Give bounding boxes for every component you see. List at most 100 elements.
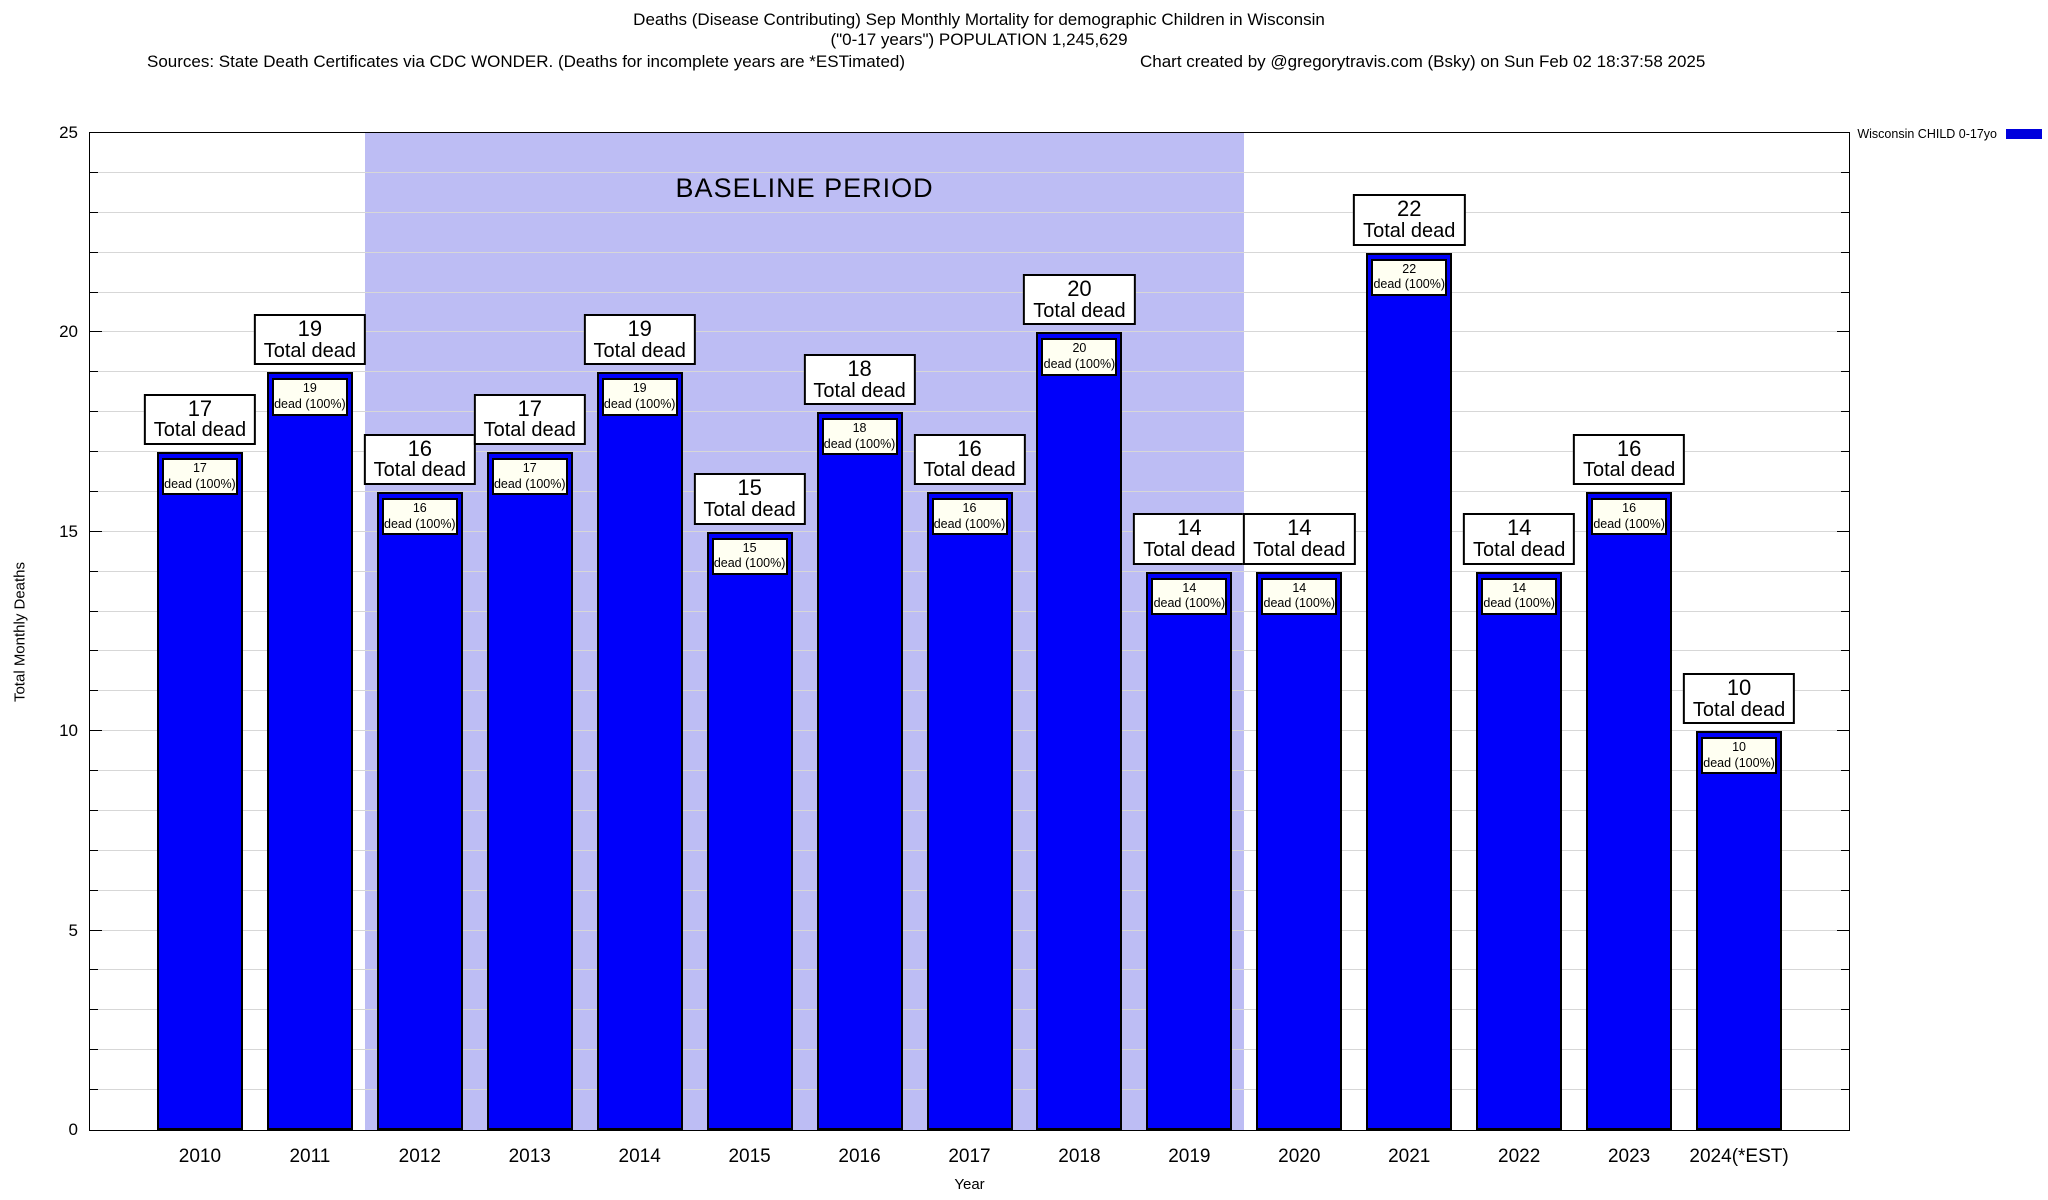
bar: 15 dead (100%): [706, 531, 793, 1130]
bar-top-value: 19: [627, 315, 652, 341]
bar: 16 dead (100%): [926, 491, 1013, 1130]
bar-inner-label: 19 dead (100%): [601, 378, 678, 416]
y-axis-tick: [1841, 1049, 1849, 1051]
y-axis-tick: [1841, 690, 1849, 692]
y-axis-tick: [1837, 331, 1849, 333]
bar: 17 dead (100%): [486, 452, 573, 1130]
baseline-period-label: BASELINE PERIOD: [675, 173, 934, 203]
y-tick-label: 20: [59, 322, 78, 342]
x-tick-label: 2018: [1058, 1146, 1101, 1167]
y-tick-label: 0: [68, 1120, 78, 1139]
gridline: [90, 331, 1849, 333]
bar-top-label: 18 Total dead: [803, 353, 916, 406]
chart-title-line1: Deaths (Disease Contributing) Sep Monthl…: [633, 10, 1325, 29]
y-axis-tick: [1837, 530, 1849, 532]
bar-inner-value: 18: [852, 421, 867, 436]
x-tick-label: 2023: [1607, 1146, 1651, 1167]
y-axis-tick: [90, 969, 98, 971]
bar-inner-text: dead (100%): [1483, 596, 1555, 611]
bar-inner-text: dead (100%): [1263, 596, 1336, 611]
x-tick-label: 2015: [728, 1146, 771, 1167]
y-axis-tick: [90, 171, 98, 173]
bar-top-text: Total dead: [1253, 539, 1346, 562]
x-tick-label: 2014: [618, 1146, 661, 1167]
y-axis-tick: [90, 291, 98, 293]
x-tick-label: 2011: [289, 1146, 331, 1167]
bar-inner-label: 15 dead (100%): [711, 537, 788, 576]
bar-top-label: 15 Total dead: [693, 473, 806, 525]
bar-inner-text: dead (100%): [1043, 357, 1116, 372]
bar-inner-label: 14 dead (100%): [1151, 577, 1228, 615]
bar-top-value: 22: [1397, 196, 1422, 222]
x-tick-label: 2021: [1388, 1146, 1431, 1167]
credit-note: Chart created by @gregorytravis.com (Bsk…: [1140, 52, 1706, 71]
bar-inner-value: 14: [1182, 580, 1197, 595]
bar-inner-value: 17: [192, 461, 207, 476]
legend-swatch-icon: [2006, 129, 2042, 139]
y-tick-label: 5: [68, 920, 78, 940]
bar-top-label: 14 Total dead: [1463, 513, 1576, 565]
bar-inner-value: 14: [1292, 580, 1307, 595]
y-axis-tick: [1841, 411, 1849, 413]
x-tick-label: 2013: [508, 1146, 551, 1167]
bar-inner-text: dead (100%): [603, 396, 676, 411]
bar-inner-label: 22 dead (100%): [1371, 258, 1448, 296]
y-axis-tick: [1841, 490, 1849, 492]
bar-top-value: 20: [1067, 276, 1092, 302]
y-axis-tick: [1841, 770, 1849, 772]
y-axis-tick: [90, 530, 102, 532]
bar-inner-label: 20 dead (100%): [1041, 338, 1118, 376]
bar-top-label: 14 Total dead: [1133, 513, 1246, 565]
bar-top-value: 15: [737, 475, 762, 501]
bar-inner-text: dead (100%): [933, 516, 1006, 531]
bar-top-label: 16 Total dead: [1572, 433, 1686, 485]
y-axis-tick: [90, 610, 98, 612]
y-axis-tick: [90, 1009, 98, 1011]
y-axis-tick: [90, 889, 98, 891]
y-axis-tick: [90, 650, 98, 652]
sources-note: Sources: State Death Certificates via CD…: [147, 52, 906, 71]
bar: 19 dead (100%): [596, 372, 683, 1130]
bar-top-label: 19 Total dead: [583, 313, 696, 366]
gridline: [90, 211, 1849, 213]
bar-top-text: Total dead: [1143, 539, 1236, 562]
bar-top-label: 14 Total dead: [1243, 513, 1356, 565]
y-axis-tick: [1841, 451, 1849, 453]
gridline: [90, 411, 1849, 413]
bar-inner-value: 16: [962, 500, 977, 515]
bar: 22 dead (100%): [1366, 252, 1453, 1130]
y-axis-tick: [1841, 291, 1849, 293]
y-axis-tick: [90, 411, 98, 413]
gridline: [90, 490, 1849, 492]
bar-top-label: 19 Total dead: [253, 313, 367, 366]
y-axis-tick: [1841, 570, 1849, 572]
y-axis-tick: [1841, 371, 1849, 373]
bar-inner-text: dead (100%): [1593, 516, 1665, 531]
bar-inner-value: 19: [302, 381, 317, 396]
y-axis-tick: [1841, 1009, 1849, 1011]
x-tick-label: 2020: [1278, 1146, 1321, 1167]
bar-top-value: 14: [1177, 515, 1202, 541]
bar-top-text: Total dead: [483, 419, 576, 442]
y-axis-tick: [1841, 211, 1849, 213]
bar-top-label: 20 Total dead: [1023, 274, 1136, 326]
x-tick-label: 2017: [948, 1146, 991, 1167]
y-axis-tick: [90, 770, 98, 772]
bar-top-label: 22 Total dead: [1353, 194, 1466, 246]
bar-top-text: Total dead: [153, 419, 247, 442]
plot-area: BASELINE PERIOD 0 5 10 15 20 25 17 dead (100%) 17…: [59, 123, 1850, 1193]
bar-inner-value: 15: [742, 540, 757, 555]
y-axis-tick: [1841, 610, 1849, 612]
y-axis-tick: [1841, 849, 1849, 851]
bar-top-text: Total dead: [1363, 220, 1456, 243]
bar-top-text: Total dead: [373, 459, 466, 482]
bar-top-text: Total dead: [593, 339, 686, 362]
bar-inner-text: dead (100%): [713, 556, 786, 571]
y-axis-tick: [90, 1049, 98, 1051]
bar: 14 dead (100%): [1256, 571, 1343, 1130]
bar-inner-label: 17 dead (100%): [491, 458, 568, 496]
bar: 14 dead (100%): [1146, 571, 1233, 1130]
bar: 16 dead (100%): [1586, 491, 1673, 1130]
bar-top-value: 16: [1616, 435, 1642, 461]
bar-top-value: 17: [187, 395, 213, 421]
